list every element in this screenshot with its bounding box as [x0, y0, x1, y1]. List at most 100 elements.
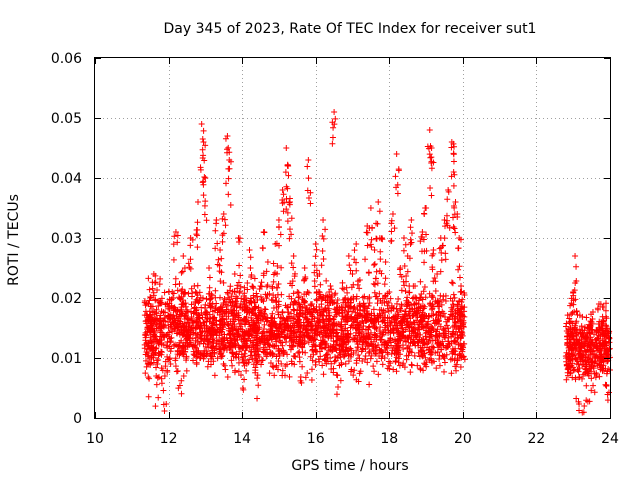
data-point: [202, 198, 209, 205]
data-point: [306, 310, 313, 317]
data-point: [248, 317, 255, 324]
data-point: [172, 281, 179, 288]
data-point: [590, 382, 597, 389]
data-point: [308, 323, 315, 330]
data-point: [430, 310, 437, 317]
data-point: [276, 352, 283, 359]
data-point: [303, 305, 310, 312]
data-point: [323, 277, 330, 284]
data-point: [150, 333, 157, 340]
data-point: [333, 391, 340, 398]
data-point: [296, 338, 303, 345]
data-point: [566, 337, 573, 343]
data-point: [438, 346, 445, 353]
data-point: [195, 311, 202, 318]
data-point: [440, 353, 447, 360]
data-point: [351, 305, 358, 312]
data-point: [604, 397, 611, 404]
data-point: [362, 338, 369, 345]
data-point: [422, 354, 429, 361]
data-point: [394, 190, 401, 197]
data-point: [322, 357, 329, 364]
data-point: [347, 368, 354, 375]
data-point: [394, 300, 401, 307]
data-point: [587, 356, 594, 363]
data-point: [283, 145, 290, 151]
data-point: [366, 348, 373, 355]
data-point: [364, 333, 371, 340]
data-point: [249, 356, 256, 363]
data-point: [247, 295, 254, 302]
data-point: [269, 283, 276, 290]
data-point: [374, 220, 381, 227]
data-point: [578, 339, 585, 346]
data-point: [286, 199, 293, 205]
data-point: [440, 326, 447, 333]
data-point: [428, 154, 435, 161]
data-point: [364, 242, 371, 249]
data-point: [212, 227, 219, 234]
data-point: [388, 342, 395, 349]
data-point: [372, 350, 379, 357]
data-point: [149, 326, 156, 333]
data-point: [382, 329, 389, 336]
data-point: [383, 298, 390, 305]
data-point: [350, 295, 357, 302]
data-point: [285, 172, 292, 179]
data-point: [247, 352, 254, 359]
data-point: [387, 329, 394, 336]
data-point: [455, 325, 462, 332]
data-point: [225, 191, 232, 198]
data-point: [414, 310, 421, 317]
data-point: [253, 361, 260, 367]
data-point: [404, 344, 411, 351]
data-point: [563, 376, 570, 383]
data-point: [150, 292, 157, 299]
data-point: [205, 358, 212, 365]
data-points: [141, 109, 613, 416]
data-point: [351, 367, 358, 374]
data-point: [231, 335, 238, 342]
data-point: [455, 245, 462, 252]
data-point: [575, 361, 582, 368]
data-point: [241, 336, 248, 343]
data-point: [236, 238, 243, 245]
data-point: [588, 387, 595, 394]
data-point: [419, 229, 426, 235]
data-point: [596, 324, 603, 331]
data-point: [460, 317, 467, 324]
data-point: [158, 349, 165, 356]
data-point: [160, 317, 167, 324]
data-point: [176, 343, 183, 349]
data-point: [251, 327, 258, 334]
data-point: [302, 311, 309, 318]
data-point: [309, 326, 316, 333]
data-point: [385, 358, 392, 365]
data-point: [222, 135, 229, 142]
data-point: [438, 257, 445, 264]
data-point: [196, 325, 203, 332]
data-point: [423, 247, 430, 254]
data-point: [393, 151, 400, 157]
data-point: [428, 343, 435, 350]
data-point: [203, 351, 210, 358]
data-point: [327, 315, 334, 322]
data-point: [252, 303, 259, 310]
data-point: [286, 199, 293, 206]
data-point: [206, 290, 213, 297]
data-point: [403, 300, 410, 307]
data-point: [329, 134, 336, 141]
data-point: [209, 308, 216, 315]
data-point: [283, 206, 290, 213]
data-point: [204, 363, 211, 370]
data-point: [289, 282, 296, 289]
data-point: [220, 211, 227, 217]
data-point: [348, 284, 355, 291]
data-point: [392, 173, 399, 180]
data-point: [273, 335, 280, 342]
data-point: [400, 333, 407, 340]
data-point: [353, 259, 360, 266]
data-point: [381, 281, 388, 288]
data-point: [251, 275, 258, 282]
data-point: [371, 289, 378, 296]
